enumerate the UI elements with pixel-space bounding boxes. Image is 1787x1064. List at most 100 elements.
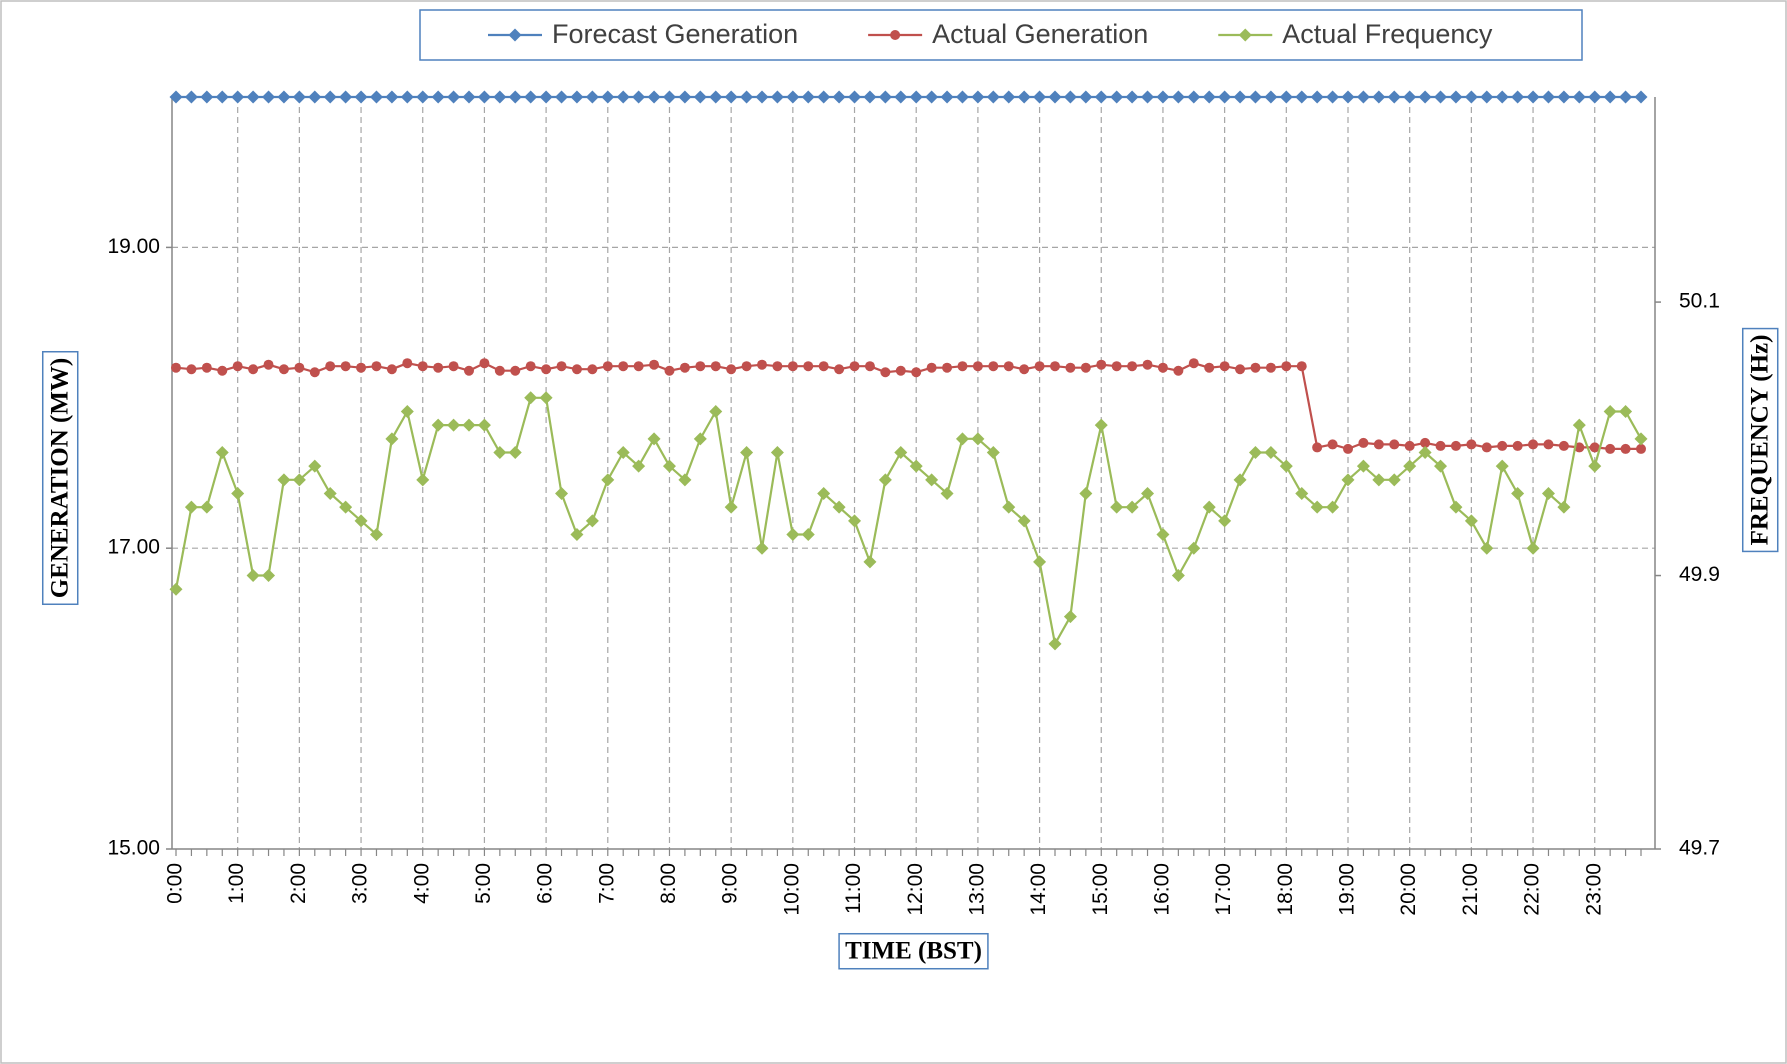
data-point: [263, 359, 274, 370]
data-point: [1326, 90, 1340, 104]
data-point: [618, 361, 629, 372]
data-point: [541, 364, 552, 375]
legend: Forecast Generation Actual Generation Actu…: [419, 9, 1583, 61]
data-point: [801, 528, 815, 542]
data-point: [633, 361, 644, 372]
data-point: [308, 90, 322, 104]
data-point: [894, 90, 908, 104]
data-point: [755, 90, 769, 104]
data-point: [942, 362, 953, 373]
data-point: [909, 459, 923, 473]
data-point: [200, 500, 214, 514]
data-point: [695, 361, 706, 372]
x-tick-label: 1:00: [225, 863, 248, 904]
x-tick-label: 10:00: [780, 863, 803, 916]
y2-tick-label: 49.7: [1679, 837, 1720, 860]
data-point: [262, 90, 276, 104]
data-point: [339, 500, 353, 514]
data-point: [709, 90, 723, 104]
data-point: [232, 361, 243, 372]
data-point: [1125, 90, 1139, 104]
data-point: [479, 358, 490, 369]
data-point: [1003, 361, 1014, 372]
data-point: [972, 361, 983, 372]
x-tick-label: 2:00: [287, 863, 310, 904]
data-point: [1295, 487, 1309, 501]
data-point: [1619, 404, 1633, 418]
data-point: [601, 90, 615, 104]
data-point: [277, 473, 291, 487]
data-point: [308, 459, 322, 473]
data-point: [1543, 439, 1554, 450]
data-point: [462, 90, 476, 104]
y2-axis-title-box: [1741, 327, 1779, 553]
data-point: [1420, 437, 1431, 448]
data-point: [726, 364, 737, 375]
data-point: [386, 364, 397, 375]
data-point: [431, 418, 445, 432]
data-point: [1404, 440, 1415, 451]
data-point: [1094, 418, 1108, 432]
data-point: [1295, 90, 1309, 104]
data-point: [647, 90, 661, 104]
data-point: [940, 487, 954, 501]
data-point: [664, 365, 675, 376]
data-point: [186, 364, 197, 375]
x-tick-label: 22:00: [1521, 863, 1544, 916]
data-point: [1233, 473, 1247, 487]
data-point: [1636, 443, 1646, 454]
data-point: [555, 487, 569, 501]
data-point: [1156, 90, 1170, 104]
data-point: [1327, 439, 1338, 450]
data-point: [632, 90, 646, 104]
data-point: [880, 367, 891, 378]
data-point: [1125, 500, 1139, 514]
data-point: [1418, 445, 1432, 459]
data-point: [1002, 90, 1016, 104]
data-point: [524, 90, 538, 104]
data-point: [1572, 418, 1586, 432]
data-point: [878, 473, 892, 487]
data-point: [1310, 500, 1324, 514]
data-point: [1250, 362, 1261, 373]
x-axis-title-box: [838, 932, 989, 970]
data-point: [448, 361, 459, 372]
legend-label: Actual Generation: [932, 19, 1148, 49]
data-point: [601, 473, 615, 487]
data-point: [757, 359, 767, 370]
data-point: [894, 445, 908, 459]
data-point: [447, 90, 461, 104]
data-point: [262, 569, 276, 583]
data-point: [1634, 90, 1648, 104]
data-point: [647, 432, 661, 446]
data-point: [477, 418, 491, 432]
data-point: [741, 361, 752, 372]
data-point: [1526, 541, 1540, 555]
data-point: [1127, 361, 1138, 372]
data-point: [1588, 90, 1602, 104]
data-point: [1142, 359, 1153, 370]
x-tick-label: 9:00: [719, 863, 742, 904]
data-point: [770, 445, 784, 459]
data-point: [602, 361, 613, 372]
data-point: [385, 432, 399, 446]
data-point: [1110, 500, 1124, 514]
data-point: [1634, 432, 1648, 446]
data-point: [710, 361, 721, 372]
data-point: [1187, 541, 1201, 555]
data-point: [416, 90, 430, 104]
data-point: [339, 90, 353, 104]
data-point: [1387, 90, 1401, 104]
data-point: [895, 365, 906, 376]
data-point: [417, 361, 428, 372]
data-point: [925, 473, 939, 487]
legend-label: Forecast Generation: [552, 19, 798, 49]
data-point: [570, 528, 584, 542]
x-tick-label: 20:00: [1397, 863, 1420, 916]
data-point: [1173, 365, 1184, 376]
data-point: [693, 432, 707, 446]
data-point: [556, 361, 567, 372]
x-tick-label: 6:00: [534, 863, 557, 904]
data-point: [818, 361, 829, 372]
